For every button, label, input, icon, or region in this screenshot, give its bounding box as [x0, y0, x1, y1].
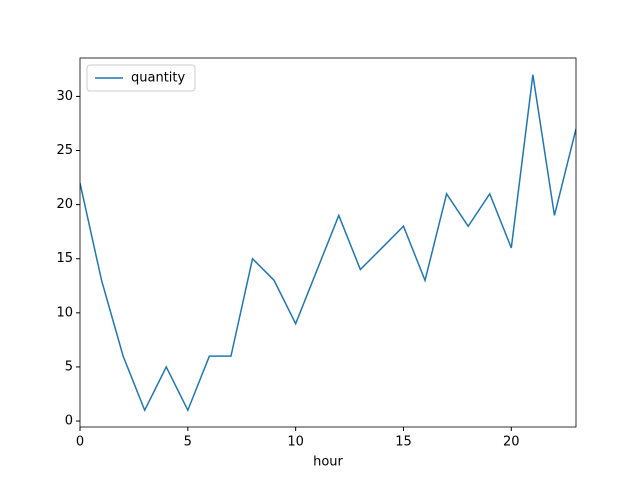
y-tick-label: 0 — [65, 414, 73, 429]
x-tick-label: 15 — [395, 435, 412, 450]
y-tick-label: 15 — [56, 251, 73, 266]
y-tick-label: 10 — [56, 305, 73, 320]
y-tick-label: 5 — [65, 359, 73, 374]
legend-box — [86, 64, 196, 92]
x-tick-label: 10 — [287, 435, 304, 450]
x-tick-label: 5 — [184, 435, 192, 450]
y-tick-label: 20 — [56, 197, 73, 212]
y-tick-label: 25 — [56, 143, 73, 158]
y-tick-label: 30 — [56, 89, 73, 104]
x-axis-label: hour — [313, 455, 343, 470]
line — [80, 74, 576, 413]
legend-label: quantity — [131, 71, 186, 86]
x-tick-label: 0 — [76, 435, 84, 450]
plot-frame — [79, 57, 577, 428]
x-tick-label: 20 — [503, 435, 520, 450]
